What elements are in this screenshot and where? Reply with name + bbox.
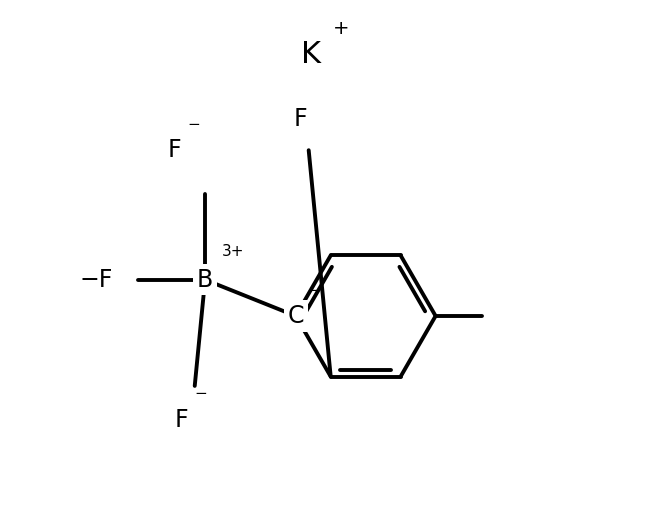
Text: −F: −F	[80, 268, 113, 292]
Text: −: −	[309, 283, 321, 297]
Text: −: −	[187, 117, 200, 132]
Text: C: C	[288, 304, 304, 328]
Text: 3+: 3+	[222, 244, 244, 258]
Text: F: F	[175, 408, 189, 431]
Text: K: K	[301, 40, 321, 69]
Text: F: F	[294, 107, 307, 131]
Text: +: +	[333, 19, 349, 38]
Text: −: −	[195, 386, 207, 401]
Text: B: B	[197, 268, 213, 292]
Text: F: F	[167, 138, 181, 162]
